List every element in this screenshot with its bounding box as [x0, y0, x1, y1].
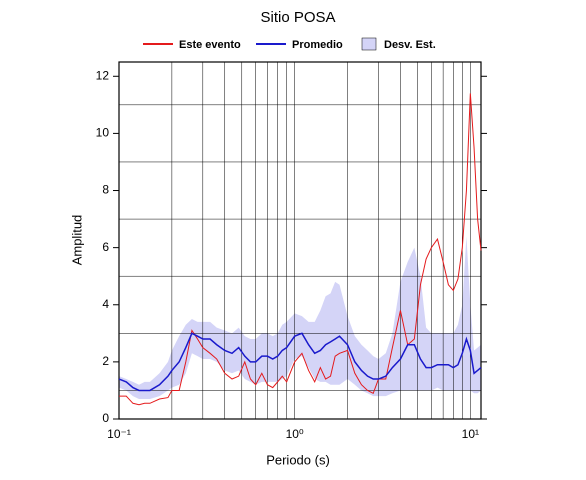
y-tick-label: 8	[102, 183, 109, 197]
x-tick-label: 10⁻¹	[107, 427, 131, 441]
legend-swatch	[361, 37, 377, 51]
legend-label: Promedio	[292, 39, 343, 51]
y-tick-label: 2	[102, 354, 109, 368]
legend-label: Este evento	[179, 39, 241, 51]
y-tick-label: 10	[96, 126, 110, 140]
legend-label: Desv. Est.	[384, 39, 436, 51]
std-band	[119, 236, 481, 400]
x-tick-label: 10¹	[462, 427, 479, 441]
x-axis-label: Periodo (s)	[266, 452, 330, 467]
plot-frame	[118, 61, 482, 420]
y-axis-label: Amplitud	[69, 215, 84, 266]
chart-title: Sitio POSA	[260, 9, 335, 26]
series-line	[119, 93, 482, 406]
y-tick-label: 0	[102, 411, 109, 425]
x-tick-label: 10⁰	[286, 427, 304, 441]
y-tick-label: 12	[96, 68, 110, 82]
y-tick-label: 6	[102, 240, 109, 254]
y-tick-label: 4	[102, 297, 109, 311]
series-line	[118, 332, 482, 392]
